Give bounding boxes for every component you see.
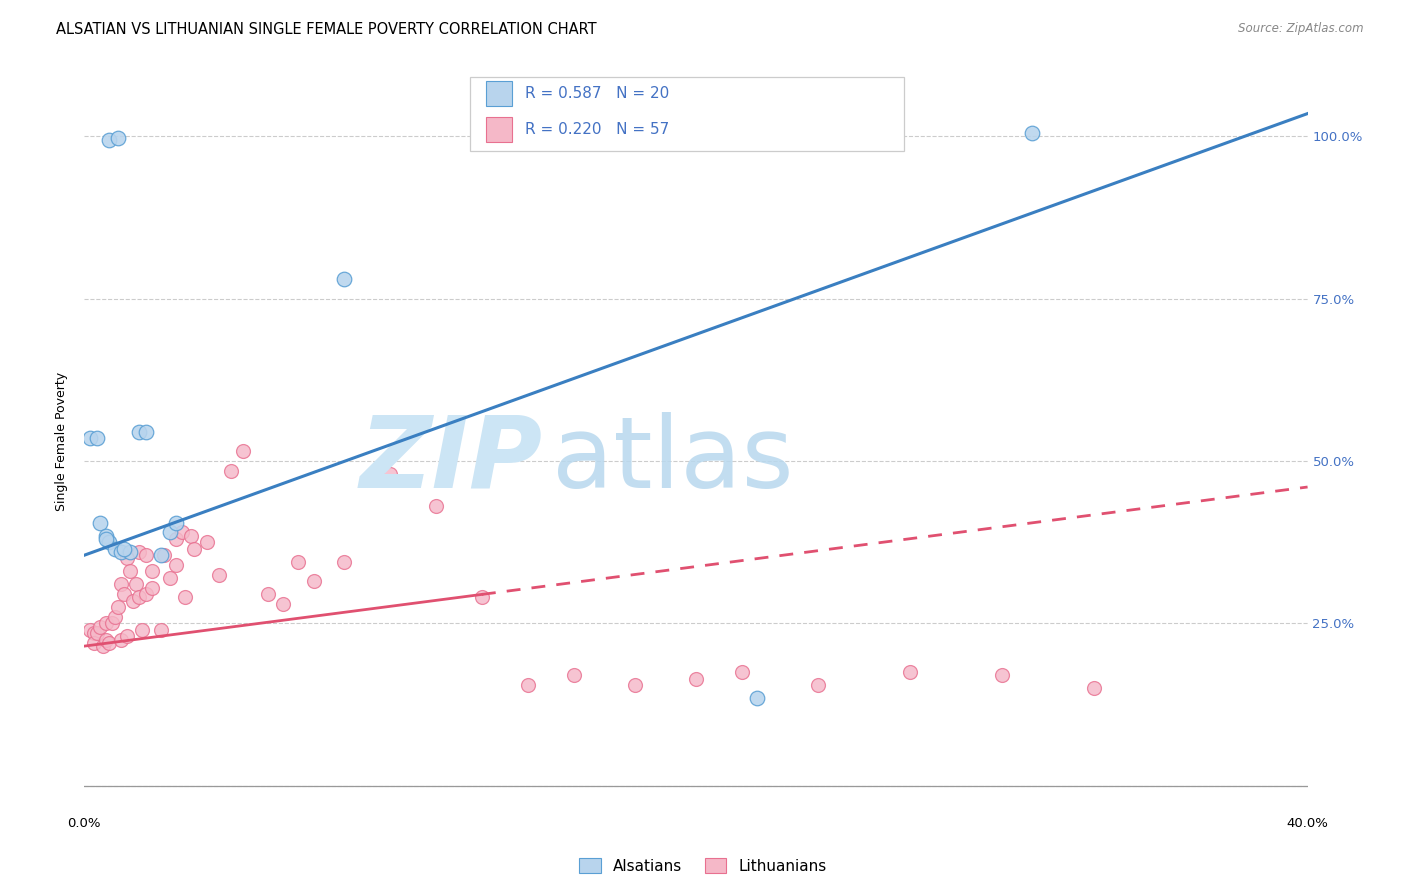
Point	[1021, 126, 1043, 140]
Point	[115, 551, 138, 566]
Point	[97, 132, 120, 146]
Point	[562, 668, 585, 682]
Point	[110, 632, 132, 647]
Point	[94, 529, 117, 543]
Point	[159, 571, 181, 585]
Point	[165, 558, 187, 572]
Point	[112, 541, 135, 556]
Point	[135, 425, 157, 439]
Point	[685, 672, 707, 686]
Point	[141, 565, 163, 579]
Point	[112, 587, 135, 601]
Bar	[485, 117, 513, 142]
Point	[149, 623, 172, 637]
Point	[120, 545, 142, 559]
Point	[232, 444, 254, 458]
Point	[125, 577, 148, 591]
Point	[89, 620, 111, 634]
Point	[333, 555, 356, 569]
Point	[380, 467, 402, 481]
Text: atlas: atlas	[551, 411, 793, 508]
Point	[471, 591, 494, 605]
Point	[180, 529, 202, 543]
Point	[898, 665, 921, 679]
Point	[149, 548, 172, 562]
Point	[128, 425, 150, 439]
Point	[991, 668, 1014, 682]
Point	[257, 587, 280, 601]
Point	[807, 678, 830, 692]
Point	[79, 431, 101, 445]
Text: R = 0.587   N = 20: R = 0.587 N = 20	[524, 86, 669, 101]
Point	[79, 623, 101, 637]
Text: ZIP: ZIP	[360, 411, 543, 508]
Point	[110, 545, 132, 559]
Point	[135, 548, 157, 562]
Point	[91, 639, 114, 653]
Point	[219, 464, 242, 478]
Point	[128, 591, 150, 605]
Legend: Alsatians, Lithuanians: Alsatians, Lithuanians	[574, 852, 832, 880]
Point	[122, 593, 145, 607]
Point	[131, 623, 153, 637]
Point	[94, 632, 117, 647]
Point	[94, 532, 117, 546]
Point	[89, 516, 111, 530]
Point	[747, 691, 769, 706]
Point	[1083, 681, 1105, 696]
Point	[159, 525, 181, 540]
Bar	[470, 77, 904, 151]
Point	[83, 636, 105, 650]
Point	[302, 574, 325, 589]
Point	[128, 545, 150, 559]
Point	[174, 591, 197, 605]
Point	[86, 626, 108, 640]
Point	[516, 678, 538, 692]
Y-axis label: Single Female Poverty: Single Female Poverty	[55, 372, 69, 511]
Point	[165, 532, 187, 546]
Text: R = 0.220   N = 57: R = 0.220 N = 57	[524, 121, 669, 136]
Point	[110, 577, 132, 591]
Text: Source: ZipAtlas.com: Source: ZipAtlas.com	[1239, 22, 1364, 36]
Point	[195, 535, 218, 549]
Point	[624, 678, 647, 692]
Point	[107, 600, 129, 615]
Point	[120, 565, 142, 579]
Point	[165, 516, 187, 530]
Point	[141, 581, 163, 595]
Point	[183, 541, 205, 556]
Point	[97, 535, 120, 549]
Point	[172, 525, 194, 540]
Point	[86, 431, 108, 445]
Point	[425, 500, 447, 514]
Bar	[485, 81, 513, 106]
Text: ALSATIAN VS LITHUANIAN SINGLE FEMALE POVERTY CORRELATION CHART: ALSATIAN VS LITHUANIAN SINGLE FEMALE POV…	[56, 22, 598, 37]
Point	[97, 636, 120, 650]
Point	[287, 555, 309, 569]
Point	[153, 548, 176, 562]
Point	[135, 587, 157, 601]
Point	[208, 567, 231, 582]
Point	[94, 616, 117, 631]
Point	[83, 626, 105, 640]
Point	[104, 541, 127, 556]
Point	[101, 616, 124, 631]
Point	[333, 272, 356, 286]
Point	[115, 629, 138, 643]
Point	[104, 610, 127, 624]
Point	[271, 597, 294, 611]
Point	[107, 130, 129, 145]
Point	[731, 665, 754, 679]
